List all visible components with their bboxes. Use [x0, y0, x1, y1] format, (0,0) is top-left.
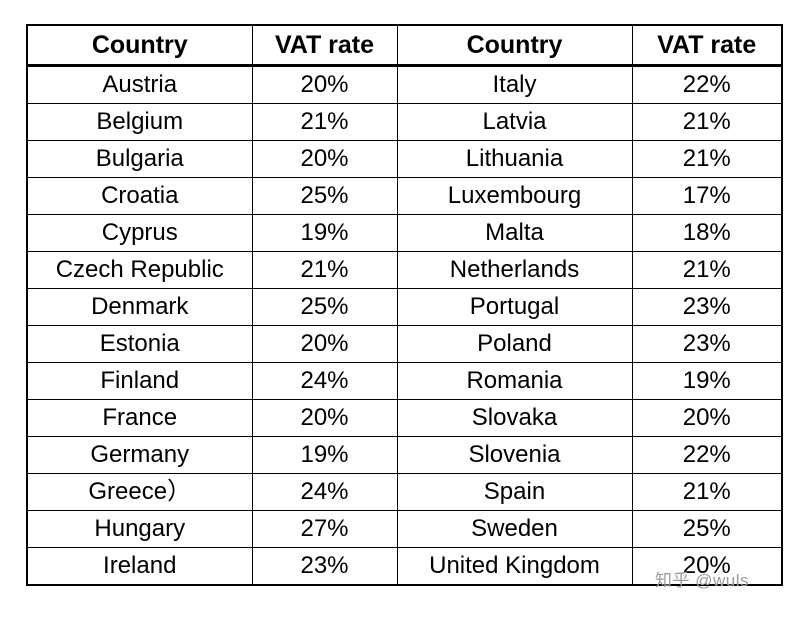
- cell-vat-rate: 18%: [631, 214, 783, 252]
- table-row: Bulgaria 20% Lithuania 21%: [26, 140, 783, 178]
- cell-vat-rate: 21%: [251, 251, 398, 289]
- table-row: Austria 20% Italy 22%: [26, 65, 783, 104]
- cell-country: United Kingdom: [396, 547, 633, 586]
- cell-country: Netherlands: [396, 251, 633, 289]
- table-row: Hungary 27% Sweden 25%: [26, 510, 783, 548]
- table-row: Finland 24% Romania 19%: [26, 362, 783, 400]
- cell-country: Italy: [396, 65, 633, 104]
- cell-vat-rate: 23%: [631, 325, 783, 363]
- table-row: Croatia 25% Luxembourg 17%: [26, 177, 783, 215]
- cell-country: Estonia: [26, 325, 253, 363]
- cell-vat-rate: 17%: [631, 177, 783, 215]
- cell-country: Finland: [26, 362, 253, 400]
- table-row: Estonia 20% Poland 23%: [26, 325, 783, 363]
- cell-country: Romania: [396, 362, 633, 400]
- cell-country: Hungary: [26, 510, 253, 548]
- cell-vat-rate: 21%: [631, 473, 783, 511]
- header-country-right: Country: [396, 24, 633, 67]
- cell-country: Greece）: [26, 473, 253, 511]
- header-row: Country VAT rate Country VAT rate: [26, 24, 783, 67]
- cell-vat-rate: 25%: [251, 177, 398, 215]
- table-row: Ireland 23% United Kingdom 20%: [26, 547, 783, 586]
- cell-vat-rate: 20%: [631, 399, 783, 437]
- cell-country: Spain: [396, 473, 633, 511]
- cell-vat-rate: 20%: [251, 325, 398, 363]
- header-vat-rate-left: VAT rate: [251, 24, 398, 67]
- table-row: Belgium 21% Latvia 21%: [26, 103, 783, 141]
- cell-country: Cyprus: [26, 214, 253, 252]
- table-row: Denmark 25% Portugal 23%: [26, 288, 783, 326]
- cell-country: Slovaka: [396, 399, 633, 437]
- cell-vat-rate: 20%: [251, 140, 398, 178]
- cell-vat-rate: 19%: [631, 362, 783, 400]
- cell-vat-rate: 20%: [251, 65, 398, 104]
- cell-country: Portugal: [396, 288, 633, 326]
- table-row: France 20% Slovaka 20%: [26, 399, 783, 437]
- cell-vat-rate: 22%: [631, 65, 783, 104]
- cell-vat-rate: 23%: [631, 288, 783, 326]
- cell-country: Czech Republic: [26, 251, 253, 289]
- cell-vat-rate: 19%: [251, 214, 398, 252]
- table-row: Germany 19% Slovenia 22%: [26, 436, 783, 474]
- cell-country: Slovenia: [396, 436, 633, 474]
- cell-vat-rate: 21%: [251, 103, 398, 141]
- cell-vat-rate: 21%: [631, 103, 783, 141]
- cell-country: Germany: [26, 436, 253, 474]
- cell-country: Belgium: [26, 103, 253, 141]
- cell-vat-rate: 22%: [631, 436, 783, 474]
- cell-vat-rate: 20%: [251, 399, 398, 437]
- header-country-left: Country: [26, 24, 253, 67]
- cell-country: Malta: [396, 214, 633, 252]
- cell-vat-rate: 27%: [251, 510, 398, 548]
- cell-vat-rate: 21%: [631, 140, 783, 178]
- table-row: Czech Republic 21% Netherlands 21%: [26, 251, 783, 289]
- cell-vat-rate: 25%: [251, 288, 398, 326]
- cell-vat-rate: 24%: [251, 362, 398, 400]
- cell-vat-rate: 19%: [251, 436, 398, 474]
- cell-country: Sweden: [396, 510, 633, 548]
- cell-vat-rate: 21%: [631, 251, 783, 289]
- cell-country: Ireland: [26, 547, 253, 586]
- cell-vat-rate: 20%: [631, 547, 783, 586]
- cell-country: Latvia: [396, 103, 633, 141]
- cell-country: Lithuania: [396, 140, 633, 178]
- vat-rate-table: Country VAT rate Country VAT rate Austri…: [26, 24, 783, 586]
- cell-country: France: [26, 399, 253, 437]
- table-row: Greece） 24% Spain 21%: [26, 473, 783, 511]
- cell-country: Poland: [396, 325, 633, 363]
- cell-vat-rate: 25%: [631, 510, 783, 548]
- cell-vat-rate: 24%: [251, 473, 398, 511]
- cell-country: Croatia: [26, 177, 253, 215]
- cell-country: Bulgaria: [26, 140, 253, 178]
- cell-country: Luxembourg: [396, 177, 633, 215]
- cell-country: Denmark: [26, 288, 253, 326]
- cell-country: Austria: [26, 65, 253, 104]
- cell-vat-rate: 23%: [251, 547, 398, 586]
- header-vat-rate-right: VAT rate: [631, 24, 783, 67]
- table-row: Cyprus 19% Malta 18%: [26, 214, 783, 252]
